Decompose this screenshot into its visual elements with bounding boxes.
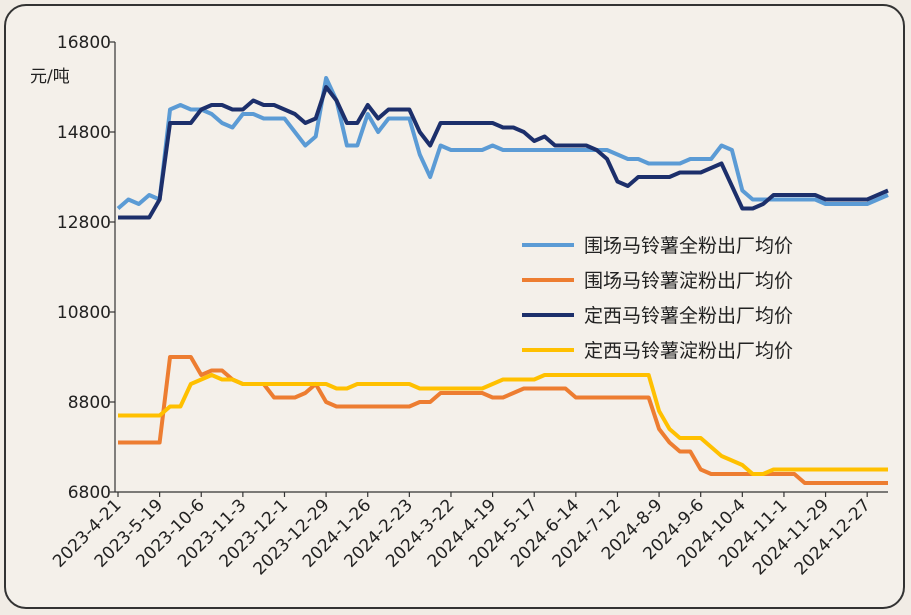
y-axis-label: 元/吨	[30, 67, 70, 87]
chart-frame	[4, 4, 905, 609]
y-tick-label: 10800	[57, 303, 111, 323]
y-tick-label: 8800	[68, 393, 111, 413]
y-tick-label: 14800	[57, 123, 111, 143]
legend-label: 定西马铃薯全粉出厂均价	[584, 305, 793, 327]
y-tick-label: 6800	[68, 483, 111, 503]
series-line	[118, 373, 888, 476]
legend-label: 围场马铃薯全粉出厂均价	[584, 235, 793, 257]
series-line	[116, 76, 889, 211]
y-tick-label: 12800	[57, 213, 111, 233]
legend-label: 围场马铃薯淀粉出厂均价	[584, 270, 793, 292]
y-tick-label: 16800	[57, 33, 111, 53]
series-line	[118, 355, 888, 485]
legend-label: 定西马铃薯淀粉出厂均价	[584, 340, 793, 362]
series-line	[118, 85, 889, 220]
